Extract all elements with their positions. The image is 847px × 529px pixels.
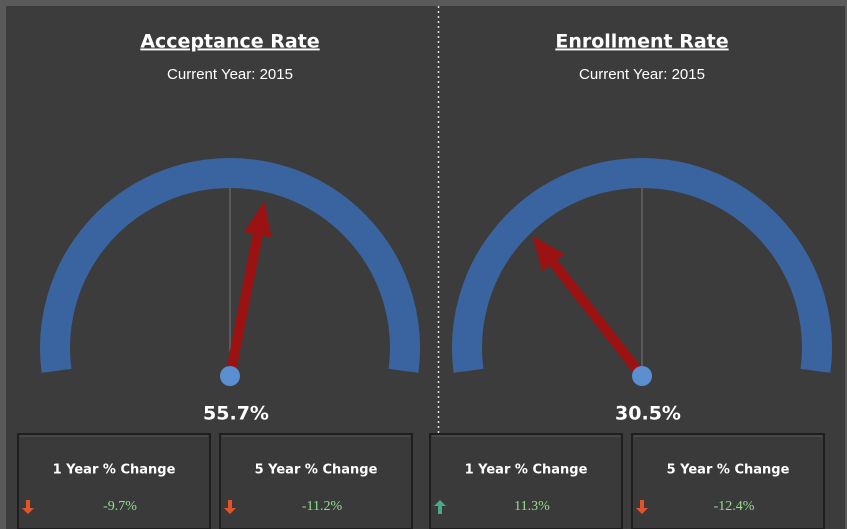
gauge-subtitle: Current Year: 2015 bbox=[167, 66, 293, 83]
gauge-subtitle: Current Year: 2015 bbox=[579, 66, 705, 83]
gauge-title: Enrollment Rate bbox=[555, 31, 728, 53]
down-arrow bbox=[224, 500, 236, 514]
change-label: 5 Year % Change bbox=[255, 463, 378, 478]
down-arrow bbox=[636, 500, 648, 514]
change-box bbox=[429, 433, 623, 529]
needle-shaft bbox=[225, 233, 263, 377]
gauge-title: Acceptance Rate bbox=[140, 31, 319, 53]
gauge-track bbox=[40, 158, 420, 373]
down-arrow bbox=[22, 500, 34, 514]
change-value: -11.2% bbox=[302, 499, 343, 514]
gauge-value: 55.7% bbox=[203, 403, 269, 425]
needle bbox=[532, 235, 646, 380]
change-label: 5 Year % Change bbox=[667, 463, 790, 478]
change-value: -9.7% bbox=[103, 499, 137, 514]
change-value: 11.3% bbox=[514, 499, 550, 514]
change-box bbox=[219, 433, 413, 529]
change-box bbox=[17, 433, 211, 529]
needle-shaft bbox=[549, 259, 646, 380]
needle-pivot bbox=[632, 366, 652, 386]
needle-pivot bbox=[220, 366, 240, 386]
change-label: 1 Year % Change bbox=[53, 463, 176, 478]
needle-head bbox=[532, 235, 565, 272]
change-box bbox=[631, 433, 825, 529]
needle-head bbox=[244, 201, 272, 238]
change-value: -12.4% bbox=[714, 499, 755, 514]
needle bbox=[225, 201, 272, 377]
change-label: 1 Year % Change bbox=[465, 463, 588, 478]
gauge-track bbox=[452, 158, 832, 373]
up-arrow bbox=[434, 500, 446, 514]
gauge-value: 30.5% bbox=[615, 403, 681, 425]
